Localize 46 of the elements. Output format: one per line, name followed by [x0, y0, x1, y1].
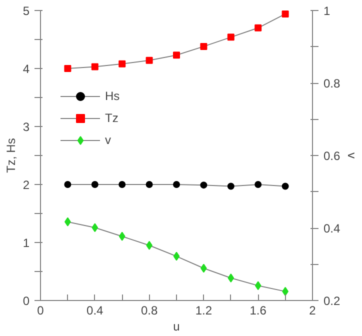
point: [227, 34, 234, 41]
y-tick-label: 5: [22, 4, 30, 18]
point: [91, 63, 98, 70]
y2-axis-title: v: [345, 152, 360, 158]
point: [173, 181, 180, 188]
x-axis-title: u: [173, 320, 180, 334]
y2-tick-label: 1: [324, 4, 330, 18]
point: [227, 182, 234, 190]
point: [146, 56, 153, 64]
y-axis-title: Tz, Hs: [4, 138, 18, 173]
legend-label: v: [105, 133, 112, 147]
y-tick-label: 3: [22, 120, 30, 134]
point: [228, 274, 234, 283]
y2-tick-label: 0.4: [324, 222, 341, 236]
point: [118, 181, 126, 188]
y2-tick-label: 0.8: [324, 76, 341, 90]
point: [118, 232, 126, 241]
x-tick-label: 2: [309, 304, 316, 318]
point: [200, 42, 208, 50]
point: [254, 181, 262, 188]
y2-tick-label: 0.2: [324, 294, 341, 308]
y-tick-label: 0: [22, 294, 30, 308]
y-tick-label: 1: [22, 236, 30, 250]
legend-label: Hs: [105, 89, 121, 103]
legend-label: Tz: [105, 111, 120, 125]
point: [282, 10, 289, 18]
point: [91, 181, 98, 188]
point: [146, 181, 153, 188]
y-tick-label: 4: [22, 62, 30, 76]
point: [64, 181, 72, 188]
x-tick-label: 0.8: [140, 304, 158, 318]
point: [118, 60, 126, 68]
point: [92, 223, 98, 232]
point: [282, 182, 289, 190]
x-tick-label: 1.2: [195, 304, 212, 318]
point: [64, 65, 72, 72]
y2-tick-label: 0.6: [324, 149, 341, 163]
x-tick-label: 0.4: [86, 304, 104, 318]
y-tick-label: 2: [22, 178, 30, 192]
point: [254, 24, 262, 32]
point: [173, 252, 180, 261]
point: [200, 182, 208, 189]
x-tick-label: 1.6: [250, 304, 267, 318]
x-tick-label: 0: [37, 304, 44, 318]
point: [254, 281, 262, 290]
point: [173, 52, 180, 59]
